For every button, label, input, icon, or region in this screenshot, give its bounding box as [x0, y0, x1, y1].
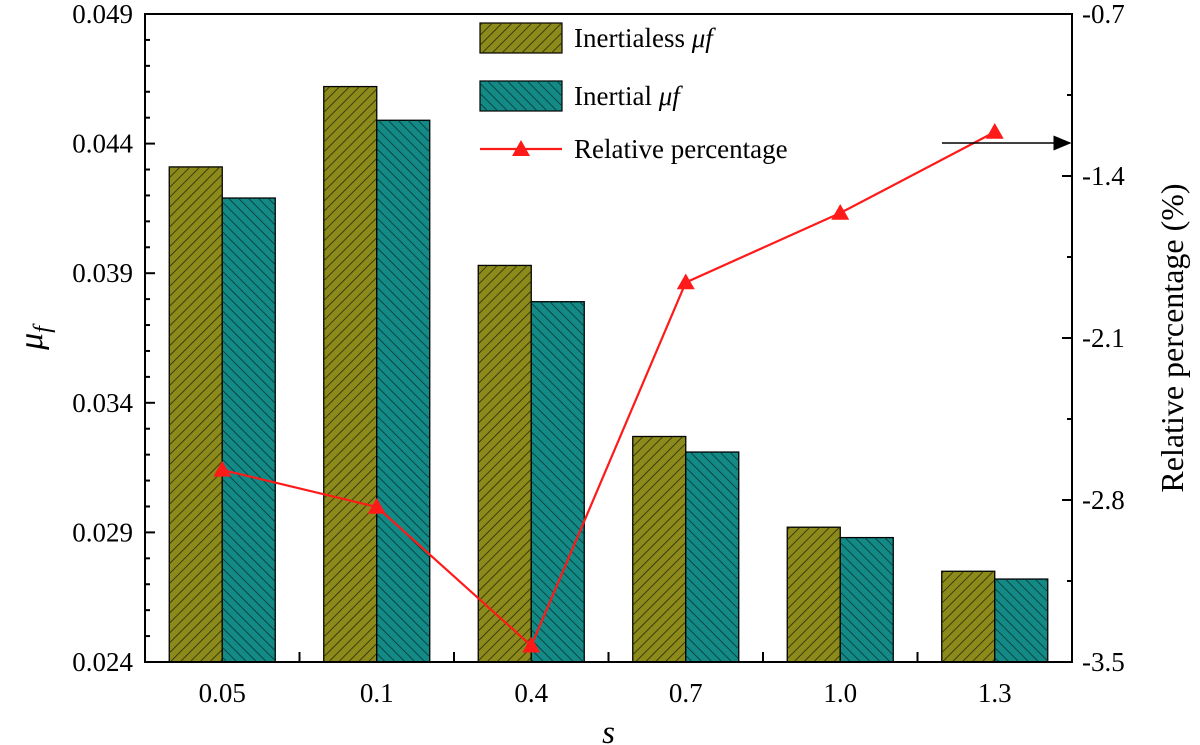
bar-hatch-1-1: [376, 120, 430, 663]
bar-hatch-1-2: [531, 301, 585, 662]
x-tick-label: 0.7: [669, 678, 703, 708]
legend-label-2: Relative percentage: [574, 134, 788, 164]
point-relative-percentage-5: [985, 123, 1004, 139]
bar-hatch-0-1: [323, 86, 377, 663]
y-tick-label-left: 0.034: [72, 388, 133, 418]
bar-hatch-1-4: [840, 537, 894, 662]
x-tick-label: 0.1: [360, 678, 394, 708]
point-relative-percentage-2: [522, 636, 541, 653]
bar-hatch-1-0: [222, 198, 276, 663]
y-tick-label-left: 0.024: [72, 647, 133, 677]
y-tick-label-right: -2.8: [1082, 485, 1125, 515]
bar-hatch-1-5: [994, 579, 1048, 662]
legend-swatch-hatch-0: [480, 23, 562, 53]
y-tick-label-left: 0.044: [72, 129, 133, 159]
legend-label-1: Inertial μf: [574, 81, 683, 111]
line-relative-percentage: [221, 131, 996, 648]
y-tick-label-left: 0.049: [72, 0, 133, 29]
y-tick-label-right: -3.5: [1082, 647, 1125, 677]
bar-hatch-0-0: [169, 166, 223, 663]
x-tick-label: 1.3: [978, 678, 1012, 708]
x-tick-label: 1.0: [823, 678, 857, 708]
x-axis-title: s: [602, 715, 615, 745]
bar-hatch-0-4: [787, 527, 841, 662]
y-axis-title-right: Relative percentage (%): [1154, 183, 1190, 492]
plot-frame: [144, 13, 1073, 663]
y-tick-label-right: -2.1: [1082, 323, 1125, 353]
x-tick-label: 0.05: [199, 678, 246, 708]
y-tick-label-right: -1.4: [1082, 161, 1125, 191]
bar-hatch-1-3: [685, 452, 739, 662]
y-tick-label-left: 0.029: [72, 517, 133, 547]
legend-line-marker: [512, 140, 530, 156]
y-tick-label-right: -0.7: [1082, 0, 1125, 29]
bar-hatch-0-2: [478, 265, 532, 662]
point-relative-percentage-3: [676, 273, 695, 290]
legend-label-0: Inertialess μf: [574, 23, 716, 53]
legend-swatch-hatch-1: [480, 81, 562, 111]
point-relative-percentage-4: [831, 204, 850, 220]
point-relative-percentage-0: [213, 460, 232, 477]
bar-hatch-0-3: [632, 436, 686, 662]
point-relative-percentage-1: [367, 497, 386, 514]
y-axis-title-left: μf: [13, 323, 56, 351]
bar-hatch-0-5: [941, 571, 995, 662]
plot-area: 0.024 0.029 0.034 0.039 0.044 0.049 -3.5 -2.8 -2…: [13, 0, 1190, 745]
x-tick-label: 0.4: [514, 678, 548, 708]
y-tick-label-left: 0.039: [72, 258, 133, 288]
